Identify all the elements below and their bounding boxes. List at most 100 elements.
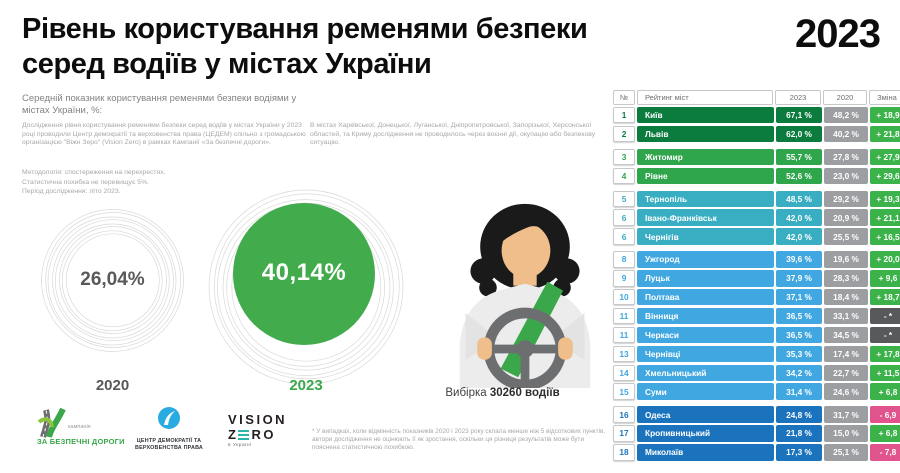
change-badge: + 29,6 [870,167,900,185]
value-2020-cell: 33,1 % [824,307,868,325]
city-cell: Тернопіль [637,190,774,207]
rank-box: 9 [613,270,635,287]
rank-box: 8 [613,251,635,268]
vision-zero-word: VISION [228,412,288,427]
change-badge: + 21,8 [870,125,900,143]
percent-2023: 40,14% [261,259,347,286]
value-2020-cell: 48,2 % [824,107,868,124]
city-cell: Івано-Франківськ [637,209,774,226]
table-row: 6 Чернігів 42,0 % 25,5 % + 16,5 [613,228,900,245]
table-row: 9 Луцьк 37,9 % 28,3 % + 9,6 [613,270,900,287]
table-row: 4 Рівне 52,6 % 23,0 % + 29,6 [613,167,900,185]
table-row: 11 Черкаси 36,5 % 34,5 % - * [613,326,900,344]
table-row: 13 Чернівці 35,3 % 17,4 % + 17,8 [613,345,900,363]
table-row: 16 Одеса 24,8 % 31,7 % - 6,9 [613,406,900,423]
header-2020: 2020 [823,90,867,105]
city-cell: Чернігів [637,228,774,245]
value-2020-cell: 23,0 % [824,167,868,185]
city-cell: Миколаїв [637,444,774,461]
change-badge: + 18,7 [870,289,900,306]
table-row: 6 Івано-Франківськ 42,0 % 20,9 % + 21,1 [613,209,900,226]
value-2023-cell: 39,6 % [776,251,822,268]
table-row: 14 Хмельницький 34,2 % 22,7 % + 11,5 [613,364,900,381]
change-badge: + 6,8 [870,383,900,400]
sample-label: Вибірка [445,387,487,399]
value-2023-cell: 55,7 % [776,148,822,166]
header-num: № [613,90,635,105]
chart-subtitle: Середній показник користування ременями … [22,93,297,116]
value-2023-cell: 21,8 % [776,425,822,442]
rank-box: 6 [613,209,635,226]
value-2020-cell: 17,4 % [824,345,868,363]
vz-ro: RO [251,427,276,442]
cedem-logo-text: ЦЕНТР ДЕМОКРАТІЇ ТА ВЕРХОВЕНСТВА ПРАВА [128,438,210,452]
percent-2020: 26,04% [80,269,145,290]
footnote: * У випадках, коли відмінність показникі… [312,428,606,451]
table-row: 1 Київ 67,1 % 48,2 % + 18,9 [613,107,900,124]
road-icon [37,407,66,438]
rank-box: 2 [613,125,635,143]
table-row: 17 Кропивницький 21,8 % 15,0 % + 6,8 [613,425,900,442]
change-badge: - 6,9 [870,406,900,423]
rank-box: 3 [613,148,635,166]
change-badge: + 16,5 [870,228,900,245]
driver-illustration [459,203,591,388]
title-line-2: серед водіїв у містах України [22,48,432,80]
about-text: Дослідження рівня користування ременями … [22,122,306,147]
green-value-circle [233,203,375,345]
table-row: 11 Вінниця 36,5 % 33,1 % - * [613,307,900,325]
vz-z: Z [228,427,239,442]
value-2023-cell: 36,5 % [776,326,822,344]
value-2020-cell: 15,0 % [824,425,868,442]
header-2023: 2023 [775,90,821,105]
city-cell: Вінниця [637,307,774,325]
value-2023-cell: 42,0 % [776,228,822,245]
rank-box: 11 [613,326,635,344]
value-2020-cell: 22,7 % [824,364,868,381]
sample-size: Вибірка 30260 водіїв [420,387,585,399]
value-2020-cell: 20,9 % [824,209,868,226]
rank-box: 6 [613,228,635,245]
change-badge: - 7,8 [870,444,900,461]
value-2023-cell: 37,1 % [776,289,822,306]
vision-zero-tagline: в Україні [228,443,252,448]
table-row: 8 Ужгород 39,6 % 19,6 % + 20,0 [613,251,900,268]
table-header: № Рейтинг міст 2023 2020 Зміна [613,90,900,105]
change-badge: + 11,5 [870,364,900,381]
change-badge: + 19,3 [870,190,900,207]
change-badge: + 9,6 [870,270,900,287]
value-2023-cell: 36,5 % [776,307,822,325]
change-badge: + 27,9 [870,148,900,166]
rank-box: 14 [613,364,635,381]
methodology-text: Методологія: спостереження на перехрестя… [22,168,282,197]
table-row: 2 Львів 62,0 % 40,2 % + 21,8 [613,125,900,143]
feather-circle-icon [158,407,180,429]
methodology-line-1: Методологія: спостереження на перехрестя… [22,169,166,176]
table-row: 10 Полтава 37,1 % 18,4 % + 18,7 [613,289,900,306]
table-row: 18 Миколаїв 17,3 % 25,1 % - 7,8 [613,444,900,461]
city-cell: Черкаси [637,326,774,344]
header-city: Рейтинг міст [637,90,773,105]
city-cell: Чернівці [637,345,774,363]
value-2023-cell: 48,5 % [776,190,822,207]
value-2023-cell: 17,3 % [776,444,822,461]
methodology-line-2: Статистична похибка не перевищує 5%. [22,178,150,186]
value-2023-cell: 35,3 % [776,345,822,363]
rank-box: 15 [613,383,635,400]
city-cell: Одеса [637,406,774,423]
change-badge: + 21,1 [870,209,900,226]
city-cell: Полтава [637,289,774,306]
sample-value: 30260 водіїв [489,387,560,399]
change-badge: - * [870,307,900,325]
methodology-line-3: Період дослідження: літо 2023. [22,188,121,196]
city-cell: Кропивницький [637,425,774,442]
value-2023-cell: 31,4 % [776,383,822,400]
value-2023-cell: 62,0 % [776,125,822,143]
rank-box: 4 [613,167,635,185]
city-cell: Київ [637,107,774,124]
value-2020-cell: 19,6 % [824,251,868,268]
value-2020-cell: 18,4 % [824,289,868,306]
value-2020-cell: 40,2 % [824,125,868,143]
value-2023-cell: 24,8 % [776,406,822,423]
